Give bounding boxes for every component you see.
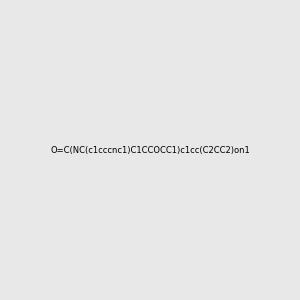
Text: O=C(NC(c1cccnc1)C1CCOCC1)c1cc(C2CC2)on1: O=C(NC(c1cccnc1)C1CCOCC1)c1cc(C2CC2)on1	[50, 146, 250, 154]
